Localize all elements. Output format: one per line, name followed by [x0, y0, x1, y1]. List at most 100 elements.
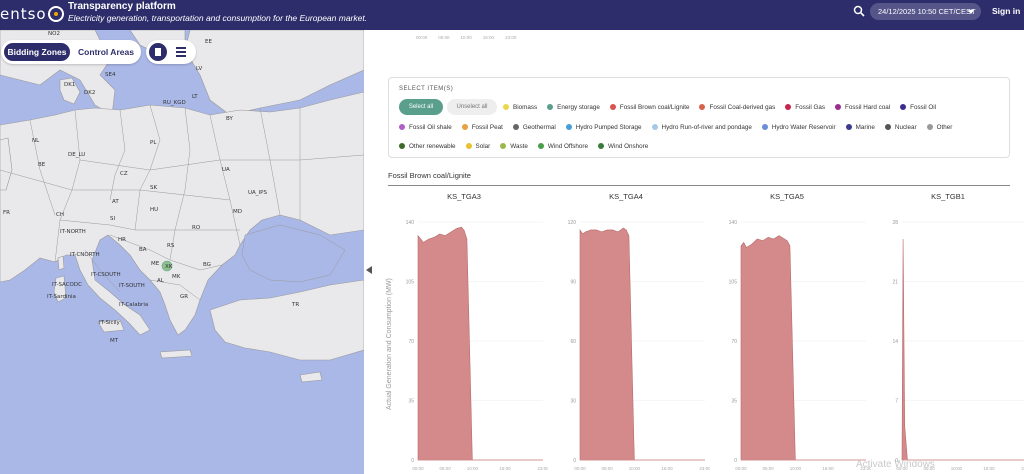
- map-label: CZ: [120, 171, 128, 177]
- production-type-item[interactable]: Hydro Water Reservoir: [761, 123, 836, 131]
- map-label: AT: [112, 199, 119, 205]
- select-items-box: SELECT ITEM(S) Select all Unselect all B…: [388, 77, 1010, 158]
- y-tick-label: 105: [729, 280, 738, 286]
- datetime-selector[interactable]: 24/12/2025 10:50 CET/CEST: [870, 3, 981, 20]
- map-label: IT-Sardinia: [47, 294, 76, 300]
- production-type-item[interactable]: Nuclear: [884, 123, 917, 131]
- x-tick-label: 05:00: [763, 466, 775, 471]
- y-tick-label: 35: [731, 399, 737, 405]
- production-type-item[interactable]: Marine: [845, 123, 875, 131]
- y-tick-label: 0: [411, 458, 414, 464]
- production-type-label: Fossil Peat: [471, 124, 503, 131]
- production-type-item[interactable]: Other renewable: [399, 142, 456, 150]
- color-dot-icon: [926, 124, 933, 130]
- color-dot-icon: [845, 124, 852, 130]
- chart-ks-tga3[interactable]: 140 105 70 35 0 00:00 05:00 10:00 16:00 23:00: [388, 216, 548, 474]
- collapse-panel-arrow-icon[interactable]: [366, 266, 372, 274]
- production-type-label: Other: [936, 124, 953, 131]
- control-areas-tab[interactable]: Control Areas: [78, 47, 134, 57]
- map-label: SE4: [105, 72, 116, 78]
- x-tick-label: 00:00: [412, 466, 424, 471]
- series-area[interactable]: [740, 235, 866, 461]
- y-tick-label: 105: [406, 280, 415, 286]
- color-dot-icon: [835, 104, 842, 110]
- color-dot-icon: [503, 104, 509, 110]
- production-type-label: Energy storage: [557, 104, 600, 111]
- color-dot-icon: [597, 143, 604, 149]
- map-label: GR: [180, 294, 189, 300]
- production-type-item[interactable]: Energy storage: [547, 103, 600, 111]
- x-tick-label: 23:00: [699, 466, 710, 471]
- production-type-item[interactable]: Wind Offshore: [537, 142, 588, 150]
- series-area[interactable]: [579, 227, 705, 461]
- x-tick-label: 10:00: [629, 466, 641, 471]
- color-dot-icon: [512, 124, 519, 130]
- map-label: FR: [3, 210, 10, 216]
- series-area[interactable]: [901, 238, 1024, 461]
- production-type-item[interactable]: Biomass: [503, 103, 537, 111]
- entsoe-logo[interactable]: entso: [0, 3, 64, 23]
- production-type-item[interactable]: Fossil Oil: [900, 103, 936, 111]
- production-type-item[interactable]: Fossil Oil shale: [399, 123, 452, 131]
- section-divider: [388, 185, 1010, 186]
- production-type-item[interactable]: Solar: [465, 142, 491, 150]
- view-switch: [146, 40, 196, 64]
- color-dot-icon: [465, 143, 472, 149]
- map-label: XK: [165, 264, 173, 270]
- map-label: EE: [205, 39, 212, 45]
- map-view-icon[interactable]: [149, 43, 167, 61]
- bidding-zone-map[interactable]: NO2 EE SE4 LV DK1 DK2 LT RU_KGD NL PL BY…: [0, 30, 364, 474]
- x-tick-label: 23:00: [1021, 466, 1024, 471]
- search-icon[interactable]: [853, 5, 865, 17]
- select-all-button[interactable]: Select all: [399, 99, 443, 115]
- map-label: DE_LU: [68, 152, 86, 158]
- production-type-item[interactable]: Fossil Hard coal: [835, 103, 890, 111]
- production-type-item[interactable]: Other: [926, 123, 953, 131]
- production-type-item[interactable]: Fossil Coal-derived gas: [699, 103, 775, 111]
- map-label: RS: [167, 243, 175, 249]
- y-tick-label: 90: [570, 280, 576, 286]
- production-type-label: Hydro Pumped Storage: [575, 124, 642, 131]
- x-tick-label: 10:00: [467, 466, 479, 471]
- production-type-item[interactable]: Fossil Brown coal/Lignite: [609, 103, 690, 111]
- y-tick-label: 28: [892, 220, 898, 226]
- color-dot-icon: [399, 124, 405, 130]
- platform-subtitle: Electricity generation, transportation a…: [68, 13, 368, 23]
- sign-in-link[interactable]: Sign in: [992, 6, 1021, 16]
- color-dot-icon: [547, 104, 554, 110]
- chart-ks-tga4[interactable]: 120 90 60 30 0 00:00 05:00 10:00 16:00 23:00: [550, 216, 710, 474]
- section-title: Fossil Brown coal/Lignite: [388, 171, 471, 180]
- y-tick-label: 140: [729, 220, 738, 226]
- list-view-icon[interactable]: [176, 47, 186, 57]
- unselect-all-button[interactable]: Unselect all: [447, 99, 497, 115]
- chart-ks-tga5[interactable]: 140 105 70 35 0 00:00 05:00 10:00 16:00 23:00: [711, 216, 871, 474]
- production-type-label: Geothermal: [522, 124, 556, 131]
- y-tick-label: 70: [408, 339, 414, 345]
- map-label: MK: [172, 274, 181, 280]
- x-tick-label: 00:00: [574, 466, 586, 471]
- x-tick-label: 16:00: [661, 466, 673, 471]
- y-tick-label: 120: [568, 220, 577, 226]
- production-type-item[interactable]: Hydro Run-of-river and pondage: [651, 123, 752, 131]
- y-tick-label: 70: [731, 339, 737, 345]
- production-type-item[interactable]: Geothermal: [512, 123, 556, 131]
- production-type-label: Solar: [475, 143, 491, 150]
- color-dot-icon: [651, 124, 658, 130]
- production-type-label: Fossil Oil: [910, 104, 937, 111]
- production-type-item[interactable]: Waste: [500, 142, 528, 150]
- chart-ks-tgb1[interactable]: 28 21 14 7 0 00:00 05:00 10:00 16:00 23:00: [872, 216, 1024, 474]
- map-label: IT-SOUTH: [119, 283, 145, 289]
- x-tick-label: 10:00: [790, 466, 802, 471]
- color-dot-icon: [699, 104, 706, 110]
- production-type-item[interactable]: Fossil Gas: [785, 103, 825, 111]
- logo-e-icon: [47, 6, 64, 22]
- series-area[interactable]: [417, 226, 543, 461]
- color-dot-icon: [785, 104, 792, 110]
- production-type-item[interactable]: Fossil Peat: [461, 123, 503, 131]
- production-type-item[interactable]: Hydro Pumped Storage: [565, 123, 642, 131]
- bidding-zones-tab[interactable]: Bidding Zones: [4, 43, 70, 61]
- production-type-label: Fossil Gas: [795, 104, 826, 111]
- x-tick-label: 23:00: [860, 466, 871, 471]
- production-type-item[interactable]: Wind Onshore: [597, 142, 648, 150]
- platform-title: Transparency platform: [68, 1, 176, 12]
